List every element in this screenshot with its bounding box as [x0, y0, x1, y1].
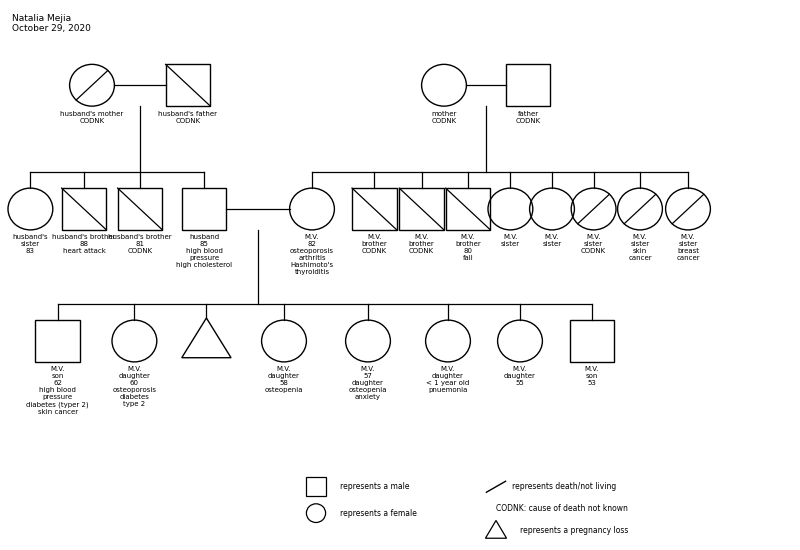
Text: represents a female: represents a female: [340, 509, 417, 518]
Text: M.V.
son
53: M.V. son 53: [585, 366, 599, 386]
Text: M.V.
brother
80
fall: M.V. brother 80 fall: [455, 234, 481, 261]
Bar: [570, 320, 614, 362]
Text: M.V.
sister
breast
cancer: M.V. sister breast cancer: [676, 234, 700, 261]
Text: mother
CODNK: mother CODNK: [431, 111, 457, 124]
Text: father
CODNK: father CODNK: [515, 111, 541, 124]
Text: M.V.
son
62
high blood
pressure
diabetes (typer 2)
skin cancer: M.V. son 62 high blood pressure diabetes…: [26, 366, 89, 415]
Text: M.V.
daughter
< 1 year old
pnuemonia: M.V. daughter < 1 year old pnuemonia: [426, 366, 470, 393]
Text: husband's
sister
83: husband's sister 83: [13, 234, 48, 254]
Text: M.V.
brother
CODNK: M.V. brother CODNK: [362, 234, 387, 254]
Bar: [62, 188, 106, 230]
Text: husband's mother
CODNK: husband's mother CODNK: [60, 111, 124, 124]
Bar: [306, 477, 326, 496]
Text: husband's brother
88
heart attack: husband's brother 88 heart attack: [52, 234, 116, 254]
Text: M.V.
sister
CODNK: M.V. sister CODNK: [581, 234, 606, 254]
Text: M.V.
sister: M.V. sister: [501, 234, 520, 248]
Text: husband's brother
81
CODNK: husband's brother 81 CODNK: [108, 234, 172, 254]
Text: represents a pregnancy loss: represents a pregnancy loss: [520, 526, 628, 535]
Text: represents death/not living: represents death/not living: [512, 482, 616, 491]
Text: M.V.
daughter
60
osteoporosis
diabetes
type 2: M.V. daughter 60 osteoporosis diabetes t…: [112, 366, 157, 408]
Text: represents a male: represents a male: [340, 482, 410, 491]
Text: husband's father
CODNK: husband's father CODNK: [158, 111, 218, 124]
Bar: [352, 188, 397, 230]
Text: M.V.
brother
CODNK: M.V. brother CODNK: [409, 234, 434, 254]
Text: M.V.
daughter
55: M.V. daughter 55: [504, 366, 536, 386]
Text: husband
85
high blood
pressure
high cholesterol: husband 85 high blood pressure high chol…: [176, 234, 232, 268]
Text: M.V.
57
daughter
osteopenia
anxiety: M.V. 57 daughter osteopenia anxiety: [349, 366, 387, 400]
Bar: [118, 188, 162, 230]
Text: M.V.
daughter
58
osteopenia: M.V. daughter 58 osteopenia: [265, 366, 303, 393]
Text: M.V.
sister
skin
cancer: M.V. sister skin cancer: [628, 234, 652, 261]
Text: CODNK: cause of death not known: CODNK: cause of death not known: [496, 504, 628, 513]
Bar: [506, 64, 550, 106]
Bar: [182, 188, 226, 230]
Bar: [399, 188, 444, 230]
Text: M.V.
sister: M.V. sister: [542, 234, 562, 248]
Bar: [35, 320, 80, 362]
Text: Natalia Mejia
October 29, 2020: Natalia Mejia October 29, 2020: [12, 14, 91, 33]
Text: M.V.
82
osteoporosis
arthritis
Hashimoto's
thyroiditis: M.V. 82 osteoporosis arthritis Hashimoto…: [290, 234, 334, 276]
Bar: [446, 188, 490, 230]
Bar: [166, 64, 210, 106]
